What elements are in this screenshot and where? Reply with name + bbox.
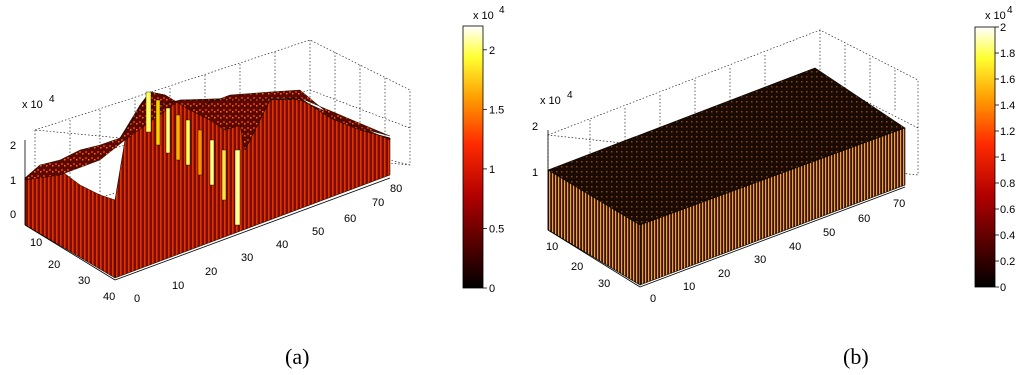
panel-a-y-tick: 30 <box>78 275 90 287</box>
colorbar-tick-label: 0.2 <box>1000 256 1015 268</box>
panel-b-x-tick: 40 <box>789 241 801 253</box>
panel-b-x-tick: 60 <box>858 213 870 225</box>
panel-a-axes <box>24 140 391 281</box>
colorbar-tick-label: 1 <box>1000 152 1006 164</box>
panel-a-z-tick: 0 <box>10 209 16 221</box>
panel-a-z-multiplier: x 10 <box>22 99 43 111</box>
panel-a-peak <box>145 91 241 226</box>
panel-a-x-tick: 30 <box>241 252 253 264</box>
panel-a-x-tick: 10 <box>172 280 184 292</box>
panel-b-surface <box>547 67 906 286</box>
colorbar-tick-label: 1.4 <box>1000 100 1015 112</box>
colorbar-tick-label: 0.8 <box>1000 178 1015 190</box>
panel-b-x-tick: 0 <box>650 293 656 305</box>
panel-a-surface <box>24 89 391 279</box>
colorbar-tick-label: 2 <box>489 45 495 57</box>
panel-a-x-tick: 70 <box>372 197 384 209</box>
colorbar-tick-label: 1 <box>489 164 495 176</box>
panel-a-top-face <box>24 91 391 181</box>
panel-b-x-ticks: 0 10 20 30 40 50 60 70 <box>650 198 905 305</box>
panel-b-z-ticks: 1 2 x 10 4 <box>532 90 573 179</box>
panel-b-colorbar-multiplier-exp: 4 <box>1007 5 1013 16</box>
panel-a-x-tick: 20 <box>205 266 217 278</box>
colorbar-tick-label: 0 <box>1000 282 1006 294</box>
panel-b-x-tick: 50 <box>823 227 835 239</box>
panel-b-x-tick: 70 <box>893 198 905 210</box>
panel-b-z-tick: 2 <box>532 121 538 133</box>
panel-b-caption: (b) <box>843 344 869 369</box>
panel-a-x-tick: 40 <box>276 239 288 251</box>
panel-b-y-ticks: 10 20 30 <box>546 241 610 290</box>
colorbar-tick-label: 0.6 <box>1000 204 1015 216</box>
panel-b-y-tick: 30 <box>598 278 610 290</box>
panel-b-axes <box>547 130 906 288</box>
panel-a-x-tick: 60 <box>344 213 356 225</box>
colorbar-tick-label: 0 <box>489 283 495 295</box>
panel-a-colorbar-multiplier-exp: 4 <box>499 5 505 16</box>
panel-a-z-tick: 1 <box>10 175 16 187</box>
panel-a-z-multiplier-exp: 4 <box>49 94 55 105</box>
panel-b-y-tick: 20 <box>571 261 583 273</box>
panel-a-x-tick: 80 <box>390 183 402 195</box>
panel-a-left-face <box>24 164 116 279</box>
panel-b-y-tick: 10 <box>546 241 558 253</box>
panel-a: 10 20 30 40 0 10 20 30 40 50 60 70 80 0 … <box>10 5 505 369</box>
colorbar-tick-label: 1.6 <box>1000 74 1015 86</box>
panel-a-y-tick: 20 <box>48 259 60 271</box>
colorbar-tick-label: 0.4 <box>1000 230 1015 242</box>
panel-b: 10 20 30 0 10 20 30 40 50 60 70 1 2 x 10… <box>532 5 1015 369</box>
panel-a-y-tick: 10 <box>30 237 42 249</box>
panel-a-colorbar-multiplier: x 10 <box>473 10 494 22</box>
panel-b-z-tick: 1 <box>532 167 538 179</box>
panel-a-y-ticks: 10 20 30 40 <box>30 237 115 303</box>
panel-a-x-ticks: 0 10 20 30 40 50 60 70 80 <box>134 183 402 305</box>
panel-b-colorbar: x 10 4 0 0.2 0.4 0.6 0.8 1 1.2 1.4 1.6 1.8 2 <box>974 5 1015 294</box>
panel-b-x-tick: 30 <box>754 254 766 266</box>
panel-a-x-tick: 0 <box>134 293 140 305</box>
colorbar-tick-label: 0.5 <box>489 223 504 235</box>
panel-b-z-multiplier-exp: 4 <box>567 90 573 101</box>
panel-b-z-multiplier: x 10 <box>540 95 561 107</box>
panel-a-y-tick: 40 <box>103 291 115 303</box>
panel-a-z-tick: 2 <box>10 140 16 152</box>
colorbar-tick-label: 2 <box>1000 22 1006 34</box>
panel-a-z-ticks: 0 1 2 x 10 4 <box>10 94 55 221</box>
panel-b-x-tick: 10 <box>683 281 695 293</box>
panel-a-colorbar: x 10 4 0 0.5 1 1.5 2 <box>462 5 505 295</box>
panel-b-colorbar-multiplier: x 10 <box>985 10 1006 22</box>
colorbar-tick-label: 1.2 <box>1000 126 1015 138</box>
colorbar-tick-label: 1.5 <box>489 104 504 116</box>
colorbar-tick-label: 1.8 <box>1000 48 1015 60</box>
panel-a-x-tick: 50 <box>312 226 324 238</box>
panel-b-x-tick: 20 <box>718 268 730 280</box>
panel-a-caption: (a) <box>285 344 309 369</box>
panel-a-back-top <box>119 89 391 139</box>
